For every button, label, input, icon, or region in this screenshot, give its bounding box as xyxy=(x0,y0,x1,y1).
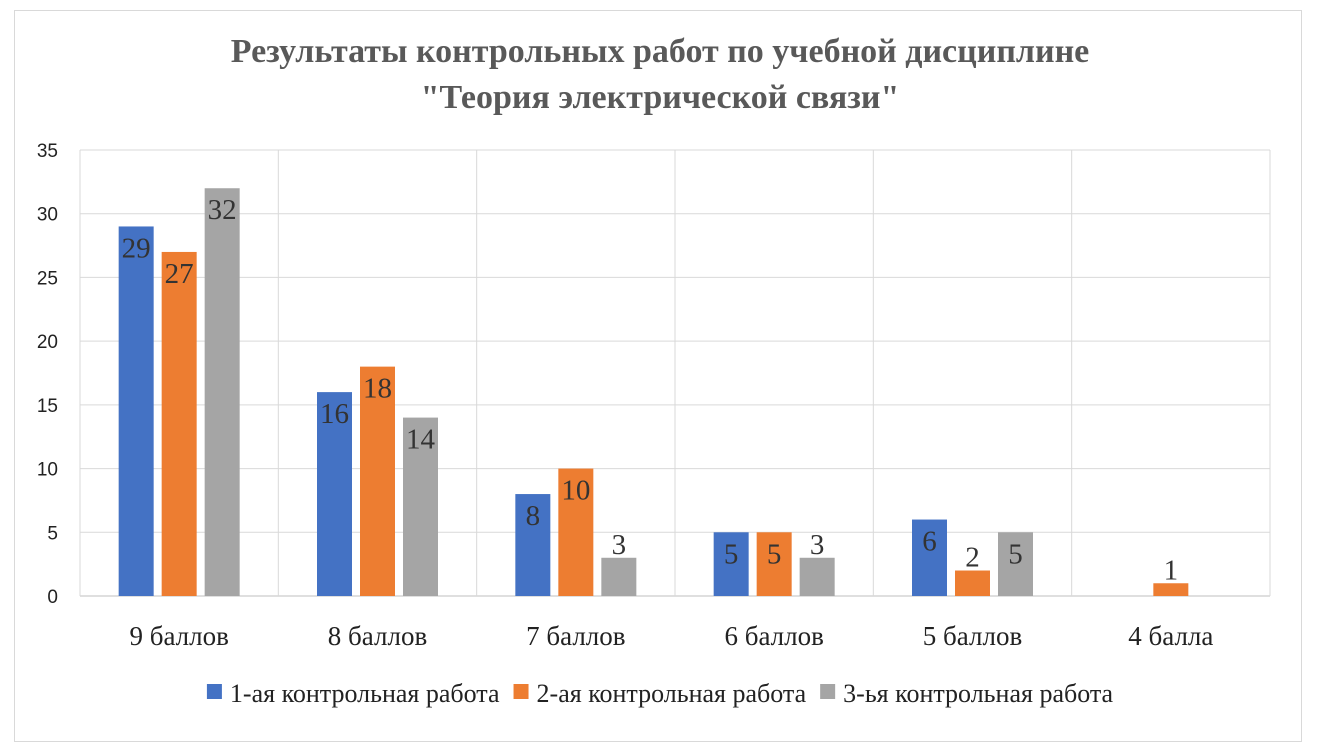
bar xyxy=(558,468,594,596)
data-label: 8 xyxy=(526,500,541,532)
legend-item: 1-ая контрольная работа xyxy=(206,679,500,708)
data-label: 10 xyxy=(561,475,590,507)
bar xyxy=(317,392,352,596)
data-label: 2 xyxy=(965,542,980,574)
data-label: 5 xyxy=(767,538,782,570)
y-tick-label: 35 xyxy=(37,141,58,162)
bars xyxy=(118,188,1189,596)
data-label: 6 xyxy=(922,526,937,558)
bar xyxy=(955,570,990,596)
bar xyxy=(998,532,1033,596)
y-tick-label: 25 xyxy=(37,268,58,289)
bar xyxy=(204,188,240,596)
data-label: 29 xyxy=(122,232,151,264)
data-label: 27 xyxy=(165,258,194,290)
legend-swatch xyxy=(513,684,529,699)
legend-label: 3-ья контрольная работа xyxy=(843,679,1113,708)
bar xyxy=(515,494,551,596)
y-tick-label: 30 xyxy=(37,205,58,226)
legend-label: 2-ая контрольная работа xyxy=(537,679,807,708)
y-tick-label: 20 xyxy=(37,332,58,353)
data-label: 5 xyxy=(1008,538,1023,570)
bar xyxy=(713,532,749,596)
legend-item: 3-ья контрольная работа xyxy=(820,679,1114,708)
chart-title-line: "Теория электрической связи" xyxy=(421,79,900,116)
x-tick-label: 5 баллов xyxy=(923,621,1022,651)
data-label: 1 xyxy=(1164,554,1179,586)
data-label: 32 xyxy=(208,194,237,226)
x-tick-label: 4 балла xyxy=(1128,621,1213,651)
bar xyxy=(118,226,154,596)
gridlines xyxy=(79,149,1271,597)
bar xyxy=(161,251,197,596)
y-tick-label: 0 xyxy=(47,587,58,608)
y-axis-ticks: 0 5 10 15 20 25 30 35 xyxy=(37,141,58,608)
legend-label: 1-ая контрольная работа xyxy=(230,679,500,708)
y-tick-label: 15 xyxy=(37,396,58,417)
legend-swatch xyxy=(206,684,222,699)
x-tick-label: 8 баллов xyxy=(328,621,427,651)
bar xyxy=(799,557,835,596)
y-tick-label: 5 xyxy=(47,523,58,544)
data-label: 5 xyxy=(724,538,739,570)
data-label: 3 xyxy=(810,529,825,561)
y-tick-label: 10 xyxy=(37,460,58,481)
chart-title-line: Результаты контрольных работ по учебной … xyxy=(231,33,1090,70)
bar xyxy=(403,417,438,596)
data-label: 16 xyxy=(320,398,349,430)
x-tick-label: 7 баллов xyxy=(526,621,625,651)
legend: 1-ая контрольная работа 2-ая контрольная … xyxy=(206,679,1114,708)
bar xyxy=(601,557,637,596)
bar xyxy=(1153,583,1189,596)
x-tick-label: 9 баллов xyxy=(129,621,228,651)
bar xyxy=(756,532,792,596)
x-tick-label: 6 баллов xyxy=(724,621,823,651)
bar xyxy=(360,366,395,596)
legend-swatch xyxy=(820,684,836,699)
data-label: 3 xyxy=(612,529,627,561)
x-axis-ticks: 9 баллов 8 баллов 7 баллов 6 баллов 5 баллов… xyxy=(129,621,1213,651)
data-label: 14 xyxy=(406,424,436,456)
legend-item: 2-ая контрольная работа xyxy=(513,679,807,708)
data-label: 18 xyxy=(363,373,392,405)
chart-title: Результаты контрольных работ по учебной … xyxy=(231,33,1090,116)
bar xyxy=(912,519,947,596)
